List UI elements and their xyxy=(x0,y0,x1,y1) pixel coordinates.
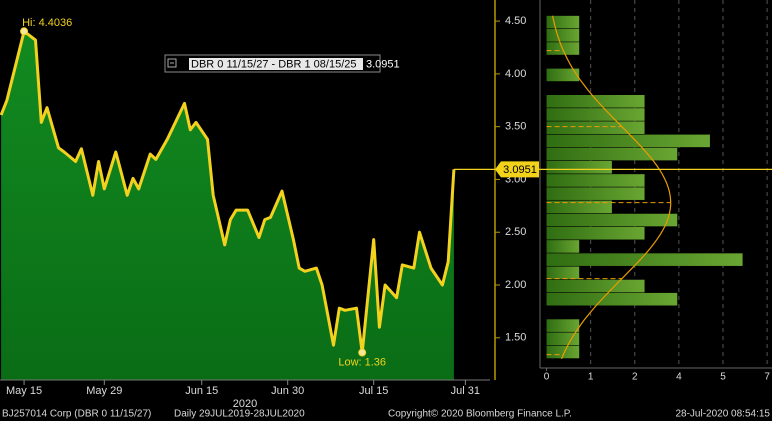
hist-x-tick-label: 4 xyxy=(676,372,682,383)
hist-x-tick-label: 0 xyxy=(544,372,550,383)
footer-period: Daily 29JUL2019-28JUL2020 xyxy=(174,409,305,420)
line xyxy=(0,29,456,355)
last-value-tag xyxy=(495,161,539,178)
hist-bar xyxy=(546,292,678,306)
hist-bar xyxy=(546,160,612,174)
overlay: DBR 0 11/15/27 - DBR 1 08/15/25 3.0951 B… xyxy=(2,54,772,420)
y-tick-label: 3.50 xyxy=(505,121,526,133)
y-tick-label: 2.50 xyxy=(505,226,526,238)
x-tick-label: Jul 31 xyxy=(451,385,480,397)
x-tick-label: Jun 30 xyxy=(271,385,304,397)
footer-timestamp: 28-Jul-2020 08:54:15 xyxy=(675,409,770,420)
hist-bar xyxy=(546,266,580,280)
hist-bar xyxy=(546,29,580,42)
footer-security: BJ257014 Corp (DBR 0 11/15/27) xyxy=(2,409,151,420)
hist-bar xyxy=(546,15,580,29)
hist-bar xyxy=(546,187,645,200)
low-label: Low: 1.36 xyxy=(338,356,386,368)
legend-value: 3.0951 xyxy=(366,58,400,70)
hist-bar xyxy=(546,279,645,293)
x-tick-label: Jun 15 xyxy=(185,385,218,397)
hist-bar xyxy=(546,253,743,266)
last-value-label: 3.0951 xyxy=(503,164,537,176)
x-sublabel: 2020 xyxy=(233,398,257,410)
hist-bar xyxy=(546,108,645,121)
hist-bar xyxy=(546,240,580,253)
y-tick-label: 4.00 xyxy=(505,68,526,80)
legend-name-bg xyxy=(189,58,363,70)
hist-x-tick-label: 1 xyxy=(588,372,594,383)
y-tick-label: 2.00 xyxy=(505,279,526,291)
hist-bar xyxy=(546,226,645,240)
hist-bar xyxy=(546,147,678,161)
hist-bar xyxy=(546,332,580,346)
hist-bar xyxy=(546,68,580,82)
hist-bar xyxy=(546,200,612,214)
hist-bar xyxy=(546,121,645,134)
hist-bar xyxy=(546,213,678,227)
hist-x-tick-label: 5 xyxy=(720,372,726,383)
x-tick-label: May 29 xyxy=(86,385,122,397)
x-tick-label: Jul 15 xyxy=(359,385,388,397)
high-label: Hi: 4.4036 xyxy=(22,17,72,29)
hist-bar xyxy=(546,95,645,108)
hist-bar xyxy=(546,174,645,187)
x-tick-label: May 15 xyxy=(6,385,42,397)
low-marker xyxy=(358,348,367,357)
footer-copyright: Copyright© 2020 Bloomberg Finance L.P. xyxy=(388,409,572,420)
distribution-curve xyxy=(552,15,672,360)
hist-x-tick-label: 7 xyxy=(764,372,770,383)
legend-toggle[interactable] xyxy=(167,58,177,68)
hist-bar xyxy=(546,134,710,148)
hist-x-tick-label: 2 xyxy=(632,372,638,383)
y-tick-label: 4.50 xyxy=(505,15,526,27)
hist-bar xyxy=(546,319,580,332)
area xyxy=(1,31,454,381)
legend-label: DBR 0 11/15/27 - DBR 1 08/15/25 xyxy=(191,58,357,70)
histogram-plot: 0 1 2 4 5 7 xyxy=(539,0,772,383)
y-tick-label: 1.50 xyxy=(505,332,526,344)
high-marker xyxy=(20,27,29,36)
